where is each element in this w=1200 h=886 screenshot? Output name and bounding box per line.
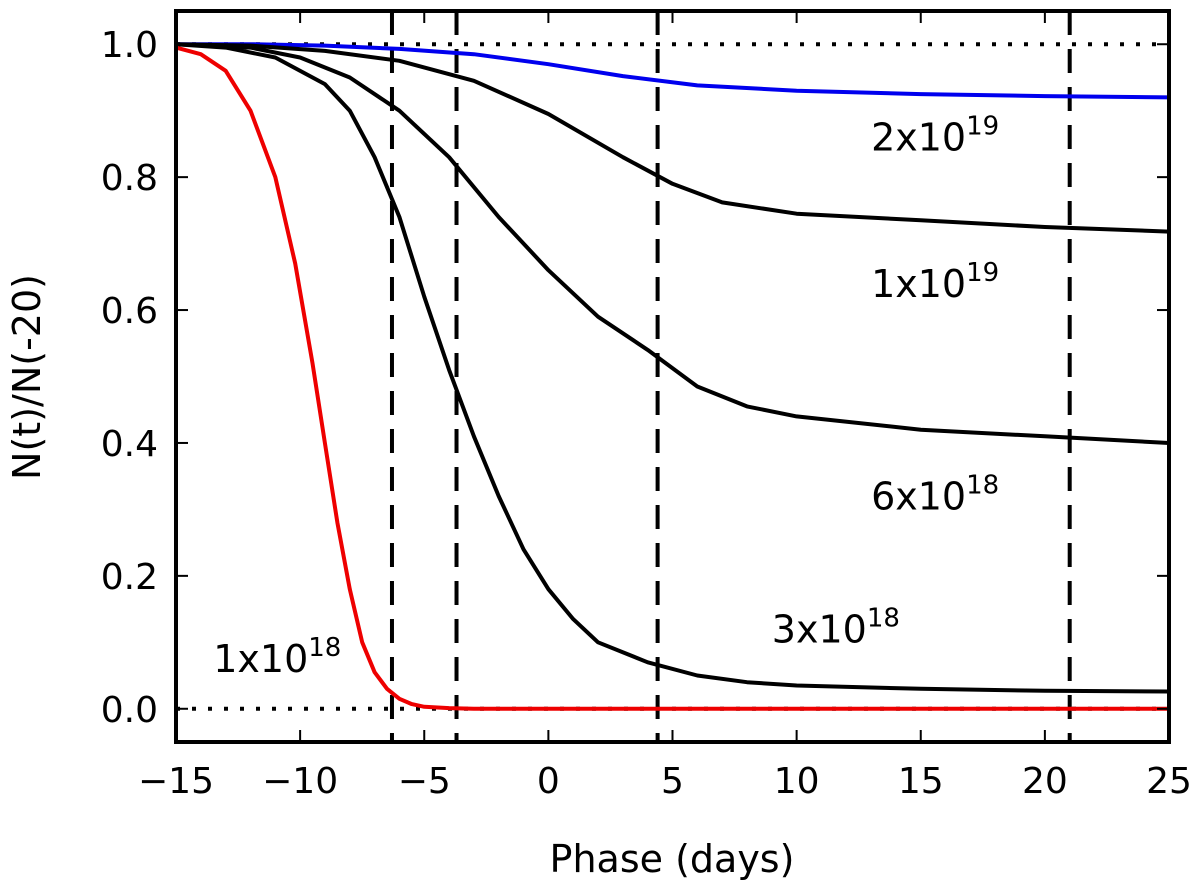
series-lines: [175, 42, 1170, 711]
plot-background: [176, 11, 1169, 742]
y-tick-label: 1.0: [101, 25, 158, 66]
series-line-2x10-19: [176, 42, 1170, 100]
x-tick-label: 25: [1146, 761, 1192, 802]
x-tick-label: 10: [774, 761, 820, 802]
x-axis-label: Phase (days): [550, 837, 795, 881]
x-tick-label: 20: [1022, 761, 1068, 802]
y-tick-label: 0.8: [101, 158, 158, 199]
series-label-1x10-18: 1x1018: [213, 633, 341, 681]
series-line-1x10-18: [175, 45, 1169, 711]
series-label-3x10-18: 3x1018: [772, 603, 900, 651]
x-tick-label: 15: [898, 761, 944, 802]
series-label-2x10-19: 2x1019: [871, 112, 999, 160]
y-tick-label: 0.6: [101, 291, 158, 332]
series-line-6x10-18: [175, 42, 1170, 445]
x-tick-label: −15: [138, 761, 214, 802]
y-axis-label: N(t)/N(-20): [5, 274, 49, 480]
x-tick-label: −10: [262, 761, 338, 802]
y-tick-label: 0.4: [101, 424, 158, 465]
series-line-1x10-19: [175, 42, 1170, 234]
plot-frame: [174, 9, 1171, 744]
x-tick-label: −5: [398, 761, 451, 802]
series-label-1x10-19: 1x1019: [871, 258, 999, 306]
series-annotations: 2x1019 1x1019 6x1018 3x1018 1x1018: [213, 112, 999, 682]
y-tick-label: 0.2: [101, 557, 158, 598]
y-tick-label: 0.0: [101, 690, 158, 731]
series-line-3x10-18: [175, 42, 1170, 694]
x-tick-label: 0: [537, 761, 560, 802]
x-tick-label: 5: [661, 761, 684, 802]
series-label-6x10-18: 6x1018: [871, 470, 999, 518]
